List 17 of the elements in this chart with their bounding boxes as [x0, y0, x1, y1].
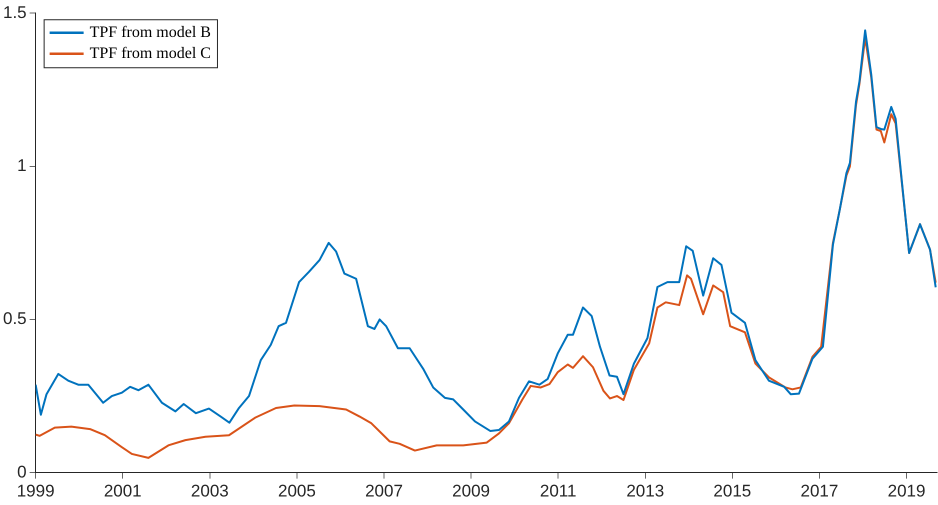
- legend-label: TPF from model B: [90, 24, 211, 41]
- x-tick-label: 2015: [713, 481, 752, 500]
- y-tick-label: 1: [17, 156, 27, 176]
- y-tick-label: 0: [17, 462, 27, 482]
- x-tick-label: 2009: [452, 481, 490, 500]
- legend-label: TPF from model C: [90, 44, 211, 62]
- y-tick-label: 1.5: [2, 2, 27, 22]
- x-tick-label: 2019: [888, 481, 926, 500]
- x-tick-label: 2017: [800, 481, 838, 500]
- y-tick-label: 0.5: [2, 309, 27, 328]
- x-tick-label: 2013: [626, 481, 664, 500]
- x-tick-label: 1999: [16, 481, 55, 500]
- x-tick-label: 2007: [365, 481, 403, 500]
- x-tick-label: 2005: [278, 481, 316, 500]
- x-tick-label: 2003: [190, 481, 229, 500]
- x-tick-label: 2001: [104, 481, 142, 500]
- x-tick-label: 2011: [540, 481, 576, 500]
